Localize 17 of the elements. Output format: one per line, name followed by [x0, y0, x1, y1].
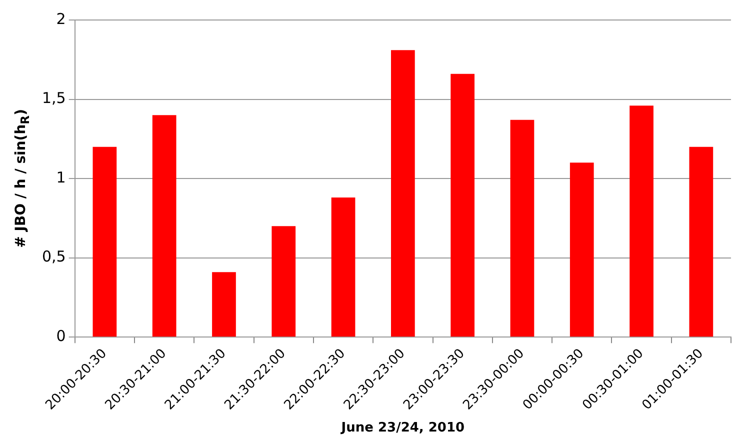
y-tick-label: 2 [56, 10, 66, 28]
bar [689, 146, 714, 337]
x-axis-title: June 23/24, 2010 [340, 420, 465, 436]
bar [212, 272, 236, 337]
bar [630, 106, 654, 337]
bar [92, 146, 117, 337]
y-tick-label: 0,5 [42, 248, 66, 266]
bar [510, 120, 534, 337]
bar [570, 162, 594, 337]
bar [152, 115, 176, 337]
bar [272, 226, 296, 337]
y-tick-label: 1,5 [42, 89, 66, 108]
y-tick-label: 1 [56, 168, 66, 186]
bar [450, 74, 475, 337]
y-tick-label: 0 [56, 326, 66, 345]
bar [331, 198, 356, 337]
bar [391, 50, 415, 337]
